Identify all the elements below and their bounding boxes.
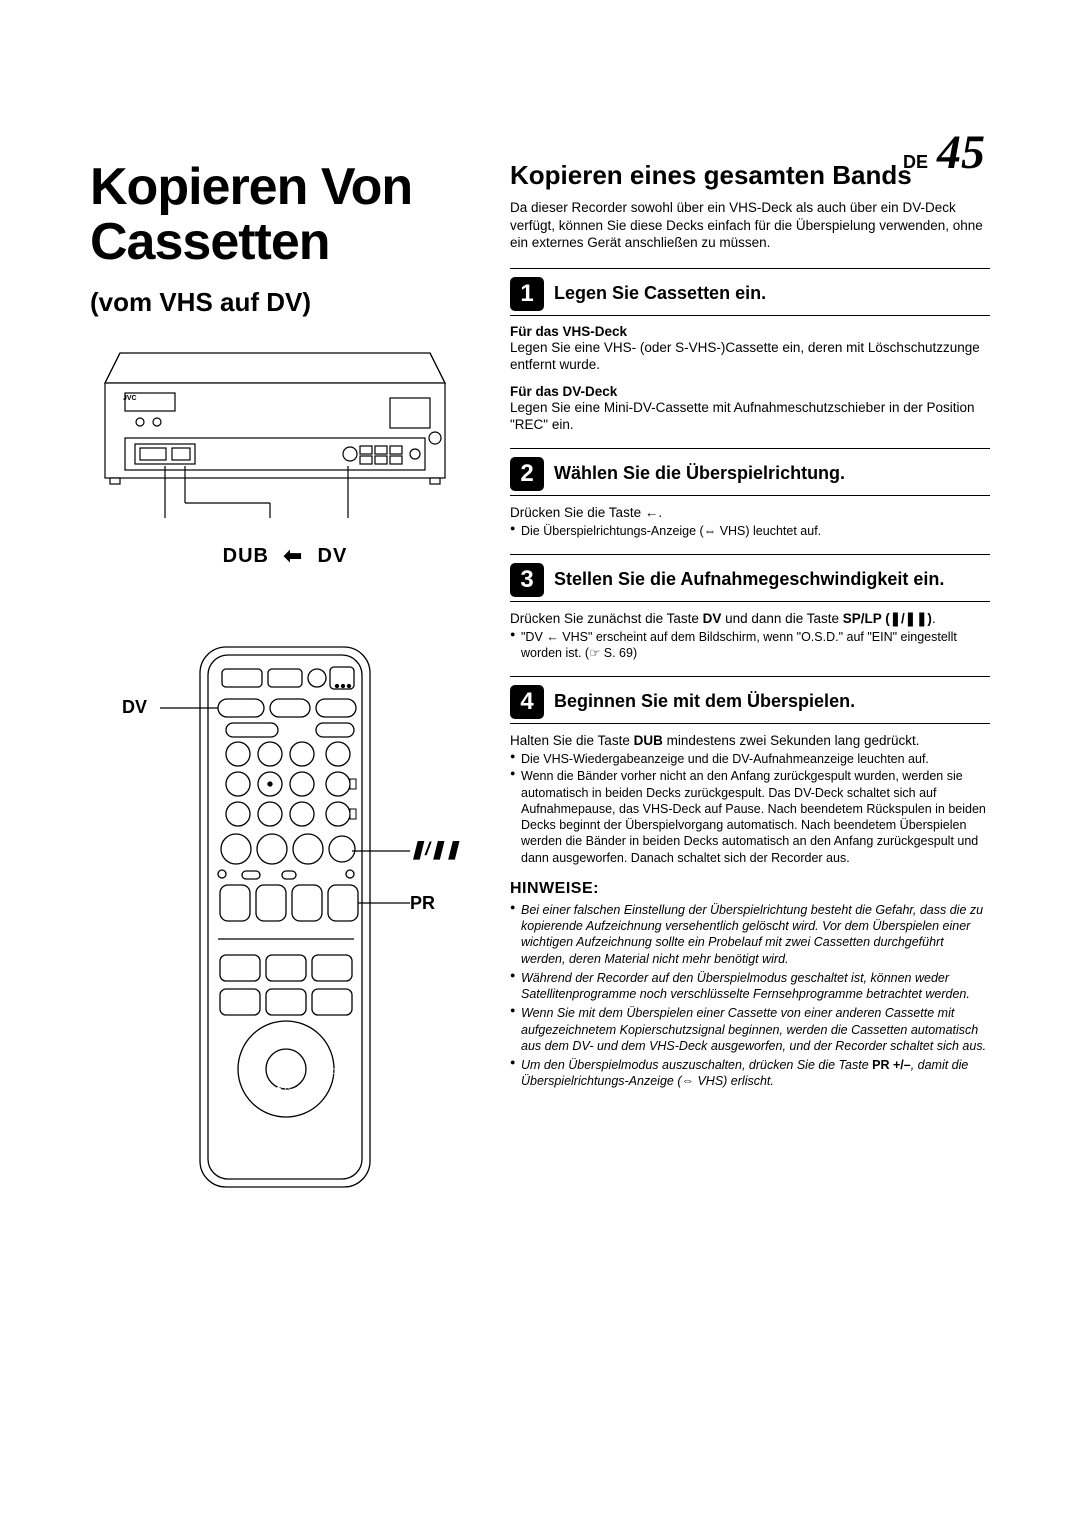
svg-text:⏏ ▷: ⏏ ▷ <box>274 1084 292 1094</box>
svg-text:⏻/I: ⏻/I <box>333 669 344 678</box>
main-title: Kopieren Von Cassetten <box>90 160 480 269</box>
step-4: 4 Beginnen Sie mit dem Überspielen. Halt… <box>510 676 990 866</box>
step-body: Halten Sie die Taste DUB mindestens zwei… <box>510 732 990 750</box>
svg-text:⊟: ⊟ <box>285 873 291 880</box>
bullet-item: Wenn die Bänder vorher nicht an den Anfa… <box>510 768 990 866</box>
step-2: 2 Wählen Sie die Überspielrichtung. Drüc… <box>510 448 990 540</box>
svg-text:◄◄: ◄◄ <box>230 963 252 975</box>
svg-text:⏲: ⏲ <box>333 781 341 792</box>
svg-text:2: 2 <box>267 750 273 762</box>
bullet-item: "DV ← VHS" erscheint auf dem Bildschirm,… <box>510 629 990 662</box>
svg-text:8: 8 <box>267 810 273 822</box>
step-1: 1 Legen Sie Cassetten ein. Für das VHS-D… <box>510 268 990 434</box>
header-label: DE <box>903 152 928 172</box>
dv-label-top: DV <box>318 545 348 567</box>
playpause-label: ❚/❚❚ <box>410 839 460 860</box>
svg-text:−: − <box>231 906 238 920</box>
hinweise-list: Bei einer falschen Einstellung der Übers… <box>510 902 990 1090</box>
svg-text:●: ● <box>236 994 244 1009</box>
svg-text:RE-VIEW: RE-VIEW <box>318 729 344 735</box>
step-title: Stellen Sie die Aufnahmegeschwindigkeit … <box>554 569 944 590</box>
divider <box>510 448 990 449</box>
page-number: 45 <box>937 126 985 179</box>
divider <box>510 268 990 269</box>
step-subhead: Für das VHS-Deck <box>510 324 990 339</box>
step-body: Legen Sie eine Mini-DV-Cassette mit Aufn… <box>510 399 990 434</box>
subtitle: (vom VHS auf DV) <box>90 287 480 318</box>
svg-text:0: 0 <box>268 843 275 858</box>
page-header: DE 45 <box>903 125 985 180</box>
svg-text:−: − <box>303 906 310 920</box>
left-column: Kopieren Von Cassetten (vom VHS auf DV) … <box>90 160 480 1204</box>
hinweise-item: Während der Recorder auf den Überspielmo… <box>510 970 990 1003</box>
dub-dv-row: DUB ⬅ DV <box>90 543 480 569</box>
step-3: 3 Stellen Sie die Aufnahmegeschwindigkei… <box>510 554 990 662</box>
svg-text:1: 1 <box>235 750 241 762</box>
arrow-left-icon: ⬅ <box>284 543 303 568</box>
bullet-list: "DV ← VHS" erscheint auf dem Bildschirm,… <box>510 629 990 662</box>
remote-illustration: ⏻/I 1 -OPE- RE-VIEW 2 1 2 <box>90 639 480 1204</box>
svg-text:9: 9 <box>299 810 305 822</box>
step-title: Legen Sie Cassetten ein. <box>554 283 766 304</box>
svg-text:↦ ▷: ↦ ▷ <box>318 1065 339 1077</box>
step-body: Drücken Sie die Taste ←. <box>510 504 990 522</box>
svg-text:+: + <box>267 888 274 902</box>
svg-text:+: + <box>339 888 346 902</box>
svg-text:▶: ▶ <box>282 960 292 975</box>
intro-text: Da dieser Recorder sowohl über ein VHS-D… <box>510 199 990 252</box>
hinweise-item: Wenn Sie mit dem Überspielen einer Casse… <box>510 1005 990 1054</box>
svg-text:✕: ✕ <box>231 842 243 858</box>
svg-text:■: ■ <box>282 994 290 1009</box>
svg-text:❚❚: ❚❚ <box>327 994 349 1010</box>
svg-text:+: + <box>231 888 238 902</box>
bullet-item: Die VHS-Wiedergabeanzeige und die DV-Auf… <box>510 751 990 767</box>
main-title-line2: Cassetten <box>90 215 480 270</box>
svg-text:JVC: JVC <box>123 395 137 402</box>
step-number-badge: 3 <box>510 563 544 597</box>
bullet-item: Die Überspielrichtungs-Anzeige (⇔ VHS) l… <box>510 523 990 539</box>
hinweise-item: Um den Überspielmodus auszuschalten, drü… <box>510 1057 990 1090</box>
main-title-line1: Kopieren Von <box>90 160 480 215</box>
hinweise-title: HINWEISE: <box>510 880 990 898</box>
step-subhead: Für das DV-Deck <box>510 384 990 399</box>
svg-text:−: − <box>339 906 346 920</box>
step-title: Beginnen Sie mit dem Überspielen. <box>554 691 855 712</box>
step-body: Drücken Sie zunächst die Taste DV und da… <box>510 610 990 628</box>
step-body: Legen Sie eine VHS- (oder S-VHS-)Cassett… <box>510 339 990 374</box>
step-number-badge: 1 <box>510 277 544 311</box>
dub-label: DUB <box>223 545 269 567</box>
svg-text:4: 4 <box>235 780 241 792</box>
vcr-illustration: JVC <box>90 348 480 569</box>
step-number-badge: 2 <box>510 457 544 491</box>
svg-text:7: 7 <box>235 810 241 822</box>
step-header: 4 Beginnen Sie mit dem Überspielen. <box>510 685 990 724</box>
divider <box>510 676 990 677</box>
dv-label-remote: DV <box>122 697 147 718</box>
svg-text:JVC: JVC <box>266 1139 309 1164</box>
bullet-list: Die VHS-Wiedergabeanzeige und die DV-Auf… <box>510 751 990 866</box>
right-column: Kopieren eines gesamten Bands Da dieser … <box>510 160 990 1204</box>
svg-text:⊙ ?: ⊙ ? <box>246 873 258 880</box>
bullet-list: Die Überspielrichtungs-Anzeige (⇔ VHS) l… <box>510 523 990 539</box>
svg-text:◎: ◎ <box>332 811 341 822</box>
svg-text:−: − <box>267 906 274 920</box>
svg-text:-OPE-: -OPE- <box>240 728 260 735</box>
page-container: Kopieren Von Cassetten (vom VHS auf DV) … <box>90 160 990 1204</box>
step-header: 3 Stellen Sie die Aufnahmegeschwindigkei… <box>510 563 990 602</box>
svg-text:▽: ▽ <box>279 1099 289 1113</box>
pr-label: PR <box>410 893 435 914</box>
svg-text:3: 3 <box>299 750 305 762</box>
hinweise-item: Bei einer falschen Einstellung der Übers… <box>510 902 990 967</box>
svg-text:←: ← <box>246 1065 257 1077</box>
step-number-badge: 4 <box>510 685 544 719</box>
svg-text:△: △ <box>279 1024 289 1038</box>
svg-text:+: + <box>303 888 310 902</box>
step-header: 2 Wählen Sie die Überspielrichtung. <box>510 457 990 496</box>
svg-text:▶▶: ▶▶ <box>322 963 339 975</box>
svg-text:↷: ↷ <box>300 846 309 857</box>
step-title: Wählen Sie die Überspielrichtung. <box>554 463 845 484</box>
step-header: 1 Legen Sie Cassetten ein. <box>510 277 990 316</box>
divider <box>510 554 990 555</box>
svg-text:6: 6 <box>299 780 305 792</box>
